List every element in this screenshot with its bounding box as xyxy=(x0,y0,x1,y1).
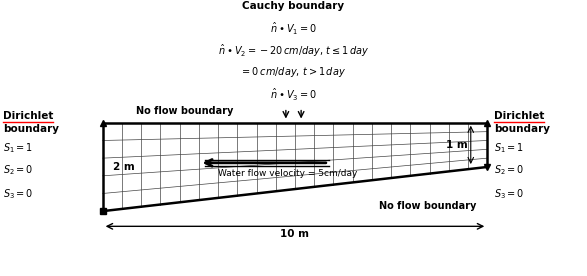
Text: $= 0\,cm/day,\, t > 1\,day$: $= 0\,cm/day,\, t > 1\,day$ xyxy=(241,65,346,79)
Text: Dirichlet: Dirichlet xyxy=(494,112,545,121)
Text: $S_3 = 0$: $S_3 = 0$ xyxy=(494,188,525,201)
Text: No flow boundary: No flow boundary xyxy=(379,201,476,211)
Text: $S_3 = 0$: $S_3 = 0$ xyxy=(3,188,33,201)
Text: Dirichlet: Dirichlet xyxy=(3,112,53,121)
Text: $S_2 = 0$: $S_2 = 0$ xyxy=(494,163,525,177)
Text: $\hat{n}\bullet V_2 = -20\,cm/day,\, t\leq 1\,day$: $\hat{n}\bullet V_2 = -20\,cm/day,\, t\l… xyxy=(218,43,369,59)
Text: $S_1 = 1$: $S_1 = 1$ xyxy=(3,141,33,155)
Text: 1 m: 1 m xyxy=(446,140,468,150)
Text: $S_2 = 0$: $S_2 = 0$ xyxy=(3,163,33,177)
Text: $S_1 = 1$: $S_1 = 1$ xyxy=(494,141,524,155)
Text: Water flow velocity = 5cm/day: Water flow velocity = 5cm/day xyxy=(218,169,357,178)
Text: Cauchy boundary: Cauchy boundary xyxy=(242,1,345,11)
Text: boundary: boundary xyxy=(494,124,550,134)
Text: 2 m: 2 m xyxy=(113,162,135,172)
Text: boundary: boundary xyxy=(3,124,59,134)
Text: $\hat{n}\bullet V_1 = 0$: $\hat{n}\bullet V_1 = 0$ xyxy=(270,21,317,37)
Text: $\hat{n}\bullet V_3 = 0$: $\hat{n}\bullet V_3 = 0$ xyxy=(270,87,317,103)
Text: No flow boundary: No flow boundary xyxy=(136,106,234,116)
Text: 10 m: 10 m xyxy=(281,229,309,238)
